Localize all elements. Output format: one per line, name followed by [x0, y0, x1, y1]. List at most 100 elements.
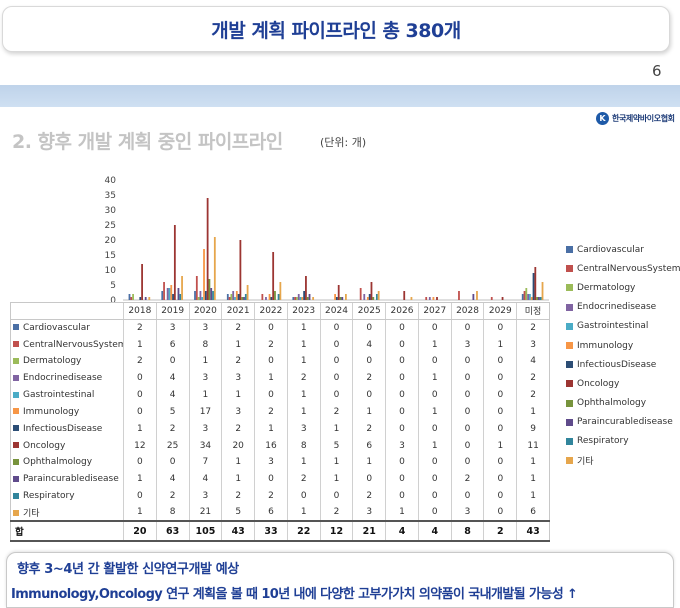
bar — [297, 294, 300, 300]
table-corner-cell — [10, 302, 124, 320]
table-row: Respiratory 0 2 3 2 2 0 0 2 0 0 0 0 1 — [10, 487, 550, 505]
table-cell: 0 — [483, 386, 517, 404]
header-band — [0, 85, 680, 107]
total-cell: 20 — [123, 520, 157, 543]
bar — [235, 291, 238, 300]
table-cell: 2 — [221, 420, 255, 438]
legend-label: Gastrointestinal — [577, 321, 649, 332]
table-cell: 0 — [483, 319, 517, 337]
table-cell: 2 — [516, 369, 550, 387]
table-cell: 4 — [188, 470, 222, 488]
series-swatch — [13, 425, 19, 432]
table-cell: 4 — [516, 352, 550, 370]
table-cell: 0 — [319, 352, 353, 370]
table-cell: 2 — [450, 470, 484, 488]
bar — [199, 291, 202, 300]
bar — [306, 297, 309, 300]
bar — [279, 282, 282, 300]
bar — [203, 249, 205, 300]
bar — [177, 288, 180, 300]
table-cell: 1 — [123, 470, 157, 488]
bar — [366, 297, 369, 300]
table-cell: 0 — [352, 470, 386, 488]
table-cell: 0 — [352, 319, 386, 337]
table-cell: 0 — [123, 369, 157, 387]
bar — [226, 294, 229, 300]
table-cell: 0 — [319, 386, 353, 404]
table-cell: 2 — [155, 420, 190, 438]
table-cell: 0 — [155, 352, 190, 370]
bar — [359, 288, 362, 300]
legend-swatch — [566, 342, 573, 350]
table-cell: 3 — [188, 487, 222, 505]
legend-swatch — [566, 303, 573, 311]
series-swatch — [13, 374, 19, 381]
legend-swatch — [566, 399, 573, 407]
series-swatch — [13, 408, 19, 415]
bar — [345, 294, 347, 300]
bar — [312, 297, 315, 300]
table-row: 기타 1 8 21 5 6 1 2 3 1 0 3 0 6 — [10, 504, 550, 522]
series-swatch — [13, 391, 19, 398]
unit-label: (단위: 개) — [320, 136, 367, 149]
table-cell: 0 — [385, 336, 419, 353]
y-tick-label: 10 — [105, 266, 117, 276]
bar — [476, 291, 478, 300]
table-cell: 0 — [450, 453, 484, 471]
bar — [436, 297, 438, 300]
summary-line-2: Immunology,Oncology 연구 계획을 볼 때 10년 내에 다양… — [11, 587, 578, 602]
table-cell: 0 — [483, 369, 517, 387]
table-cell: 0 — [450, 352, 484, 370]
bar — [490, 297, 493, 300]
table-cell: 3 — [385, 437, 419, 454]
bar — [299, 297, 302, 300]
bar — [194, 291, 196, 300]
bar — [148, 297, 151, 300]
series-name: InfectiousDisease — [23, 423, 103, 434]
category-tick-label: 2024 — [319, 302, 353, 320]
table-cell: 1 — [286, 403, 321, 421]
bar — [132, 294, 134, 300]
table-cell: 0 — [123, 386, 157, 404]
table-cell: 0 — [450, 437, 484, 454]
series-name: Dermatology — [23, 356, 82, 367]
bar — [161, 291, 164, 300]
table-cell: 0 — [254, 319, 288, 337]
table-cell: 9 — [516, 420, 550, 438]
bar — [339, 297, 342, 300]
category-tick-label: 2019 — [155, 302, 190, 320]
table-cell: 1 — [516, 453, 550, 471]
bar — [521, 294, 524, 300]
table-cell: 2 — [254, 487, 288, 505]
title-banner: 개발 계획 파이프라인 총 380개 — [2, 6, 670, 52]
table-cell: 1 — [483, 437, 517, 454]
table-cell: 17 — [188, 403, 222, 421]
legend-label: InfectiousDisease — [577, 359, 657, 370]
table-cell: 0 — [254, 352, 288, 370]
bar — [212, 291, 214, 300]
bar — [208, 279, 211, 300]
bar — [425, 297, 428, 300]
series-swatch — [13, 475, 19, 482]
table-row: Cardiovascular 2 3 3 2 0 1 0 0 0 0 0 0 2 — [10, 319, 550, 337]
bar — [141, 264, 143, 300]
table-cell: 3 — [450, 504, 484, 522]
bar — [375, 294, 378, 300]
bar — [334, 294, 336, 300]
bar — [432, 297, 435, 300]
legend-label: Respiratory — [577, 436, 629, 447]
legend-swatch — [566, 418, 573, 426]
bar — [241, 297, 244, 300]
table-cell: 1 — [319, 420, 353, 438]
table-cell: 1 — [352, 403, 386, 421]
bar — [277, 294, 280, 300]
table-cell: 25 — [155, 437, 190, 454]
bar — [265, 297, 267, 300]
bar — [234, 297, 236, 300]
series-name: CentralNervousSystem — [23, 339, 124, 350]
bar — [197, 297, 200, 300]
table-cell: 0 — [385, 352, 419, 370]
series-name: Respiratory — [23, 491, 75, 502]
total-label: 합 — [10, 520, 124, 543]
table-cell: 0 — [417, 319, 452, 337]
